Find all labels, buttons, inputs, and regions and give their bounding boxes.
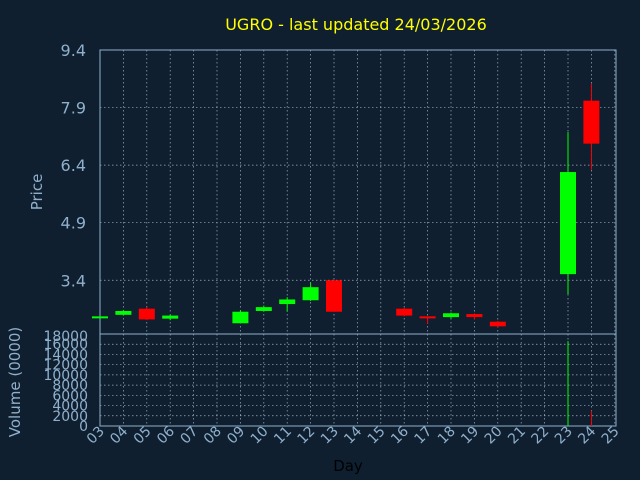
- candle-body: [92, 316, 108, 319]
- x-tick-label: 12: [295, 424, 319, 448]
- candle-body: [466, 314, 483, 318]
- candle-body: [326, 280, 342, 312]
- candle-body: [138, 308, 155, 320]
- price-panel: 9.4 7.9 6.4 4.9 3.4: [61, 41, 617, 335]
- x-axis-label: Day: [333, 457, 363, 475]
- volume-tick-label: 18000: [43, 329, 88, 345]
- x-tick-label: 22: [529, 424, 553, 448]
- candle-body: [232, 311, 249, 324]
- price-tick-labels: 9.4 7.9 6.4 4.9 3.4: [61, 41, 86, 290]
- x-tick-label: 08: [201, 424, 225, 448]
- volume-panel: 1800016000140001200010000800060004000200…: [43, 329, 617, 435]
- candle-body: [162, 315, 179, 319]
- x-tick-label: 23: [552, 424, 576, 448]
- volume-tick-label: 0: [79, 419, 88, 435]
- volume-tick-label: 12000: [43, 358, 88, 374]
- volume-tick-label: 6000: [52, 388, 88, 404]
- candle-body: [583, 100, 600, 144]
- price-tick-label: 4.9: [61, 214, 86, 233]
- x-tick-label: 07: [178, 424, 202, 448]
- price-tick-label: 7.9: [61, 99, 86, 118]
- x-tick-label: 17: [412, 424, 436, 448]
- price-tick-label: 6.4: [61, 156, 86, 175]
- candle-body: [489, 321, 506, 327]
- volume-tick-label: 2000: [52, 409, 88, 425]
- x-tick-label: 15: [365, 424, 389, 448]
- x-tick-label: 24: [575, 423, 599, 447]
- x-tick-label: 11: [271, 424, 295, 448]
- volume-bars: [567, 341, 592, 426]
- volume-tick-label: 16000: [43, 337, 88, 353]
- candle-body: [443, 313, 459, 318]
- x-tick-label: 04: [107, 423, 131, 447]
- volume-plot-area: [99, 333, 617, 427]
- price-plot-area: [99, 49, 617, 335]
- x-tick-label: 06: [154, 423, 178, 447]
- chart-title: UGRO - last updated 24/03/2026: [225, 15, 487, 34]
- volume-tick-label: 10000: [43, 368, 88, 384]
- x-tick-label: 14: [341, 423, 365, 447]
- candle-body: [396, 308, 413, 316]
- x-tick-label: 13: [318, 424, 342, 448]
- candle-body: [115, 310, 132, 315]
- volume-tick-label: 4000: [52, 399, 88, 415]
- price-tick-label: 3.4: [61, 271, 86, 290]
- candle-body: [302, 287, 319, 301]
- candles: [92, 83, 600, 328]
- candle-body: [419, 316, 436, 319]
- x-tick-label: 16: [388, 423, 412, 447]
- x-tick-label: 10: [248, 424, 272, 448]
- x-tick-label: 25: [599, 424, 623, 448]
- volume-axis-label: Volume (0000): [6, 327, 24, 437]
- x-tick-label: 09: [224, 424, 248, 448]
- volume-tick-labels: 1800016000140001200010000800060004000200…: [43, 329, 88, 435]
- x-tick-label: 18: [435, 424, 459, 448]
- candle-body: [255, 307, 272, 311]
- x-tick-label: 20: [482, 424, 506, 448]
- x-tick-label: 19: [458, 424, 482, 448]
- x-tick-label: 21: [505, 424, 529, 448]
- x-tick-labels: 03 04 05 06 07 08 09 10 11 12 13 14 15 16 17 18 19 20 21 22…: [84, 423, 623, 447]
- candle-body: [279, 299, 296, 305]
- x-tick-label: 05: [131, 424, 155, 448]
- price-tick-label: 9.4: [61, 41, 86, 60]
- volume-tick-label: 14000: [43, 347, 88, 363]
- price-axis-label: Price: [28, 174, 46, 211]
- volume-tick-label: 8000: [52, 378, 88, 394]
- candle-body: [560, 172, 576, 275]
